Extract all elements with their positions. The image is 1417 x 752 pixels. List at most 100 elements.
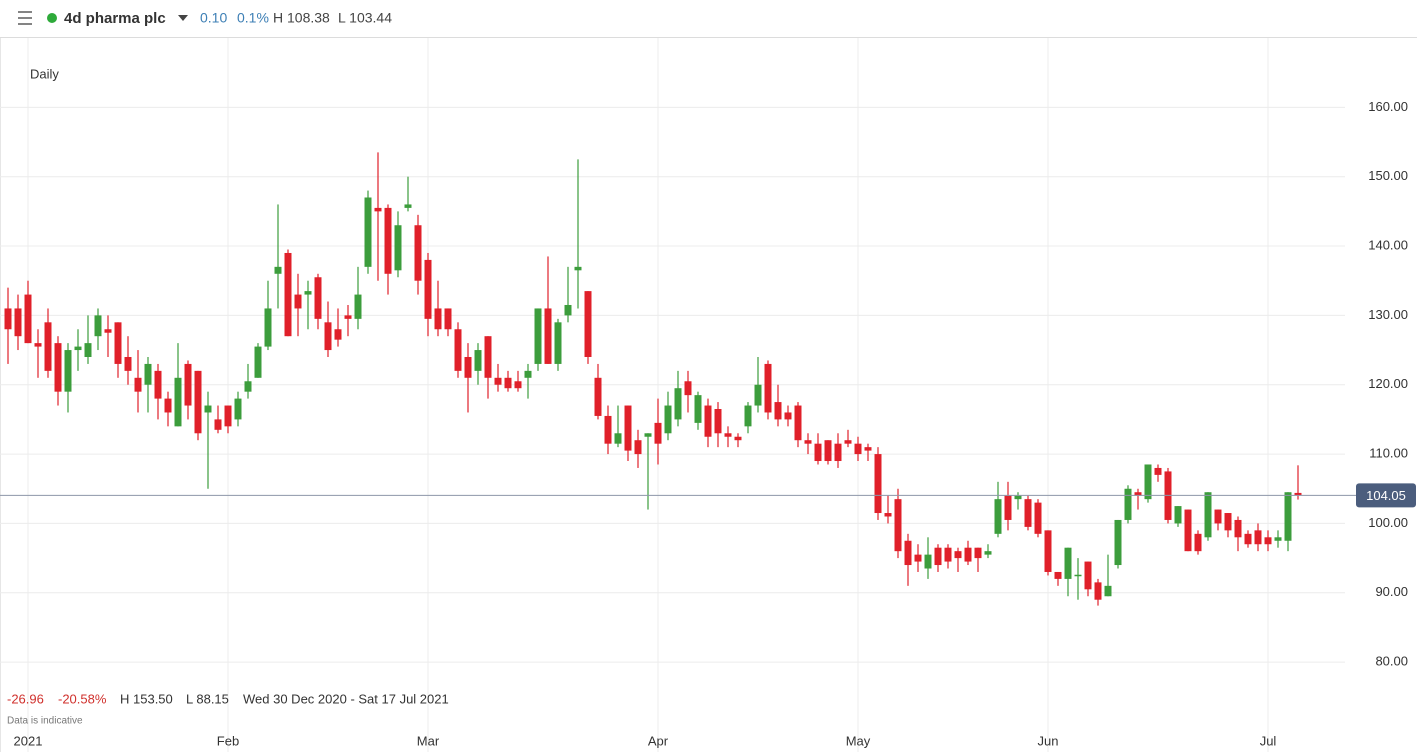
candle-body — [954, 551, 962, 559]
candle-body — [834, 443, 842, 462]
candle-body — [574, 266, 582, 271]
candle-body — [1224, 513, 1232, 531]
candle-body — [1254, 530, 1262, 545]
period-high: H 153.50 — [120, 691, 173, 706]
candle-body — [874, 454, 882, 514]
menu-icon[interactable] — [18, 11, 32, 25]
candle-body — [1244, 533, 1252, 545]
candle-body — [714, 409, 722, 434]
candle-body — [184, 363, 192, 406]
candle-body — [1074, 574, 1082, 577]
candle-body — [1294, 492, 1302, 496]
candle-body — [394, 225, 402, 271]
candle-body — [264, 308, 272, 347]
candle-body — [494, 377, 502, 385]
candle-body — [174, 377, 182, 427]
y-tick-label: 80.00 — [1375, 654, 1408, 669]
candle-body — [384, 207, 392, 274]
candle-body — [964, 547, 972, 562]
candle-body — [364, 197, 372, 267]
candle-body — [1004, 495, 1012, 520]
candle-body — [224, 405, 232, 427]
day-high: H 108.38 — [273, 10, 330, 26]
candle-body — [1264, 537, 1272, 545]
candle-body — [914, 554, 922, 562]
candle-body — [1014, 495, 1022, 500]
candle-body — [274, 266, 282, 274]
candle-body — [594, 377, 602, 416]
candle-body — [1144, 464, 1152, 500]
candle-body — [814, 443, 822, 462]
candle-body — [614, 433, 622, 444]
candle-body — [754, 384, 762, 406]
period-change: -26.96 — [7, 691, 44, 706]
period-low: L 88.15 — [186, 691, 229, 706]
candle-body — [684, 381, 692, 396]
candle-body — [674, 388, 682, 420]
candle-body — [254, 346, 262, 378]
candle-body — [374, 207, 382, 212]
candle-body — [1154, 467, 1162, 475]
y-tick-label: 120.00 — [1368, 376, 1408, 391]
y-tick-label: 140.00 — [1368, 237, 1408, 252]
candle-body — [304, 291, 312, 295]
candle-body — [514, 381, 522, 389]
candle-body — [544, 308, 552, 364]
period-range: Wed 30 Dec 2020 - Sat 17 Jul 2021 — [243, 691, 449, 706]
candle-body — [1174, 506, 1182, 524]
y-tick-label: 160.00 — [1368, 99, 1408, 114]
y-tick-label: 90.00 — [1375, 584, 1408, 599]
candle-body — [634, 440, 642, 455]
candle-body — [474, 350, 482, 371]
candle-body — [764, 363, 772, 413]
candle-body — [1284, 492, 1292, 541]
candle-body — [214, 419, 222, 430]
candle-body — [774, 402, 782, 420]
candle-body — [1124, 488, 1132, 520]
candle-body — [1214, 509, 1222, 524]
candle-body — [944, 547, 952, 562]
dropdown-arrow[interactable] — [178, 15, 188, 21]
candle-body — [134, 377, 142, 392]
candle-body — [1134, 492, 1142, 496]
candle-body — [934, 547, 942, 566]
candle-body — [64, 350, 72, 392]
candle-body — [334, 329, 342, 340]
candle-body — [564, 304, 572, 316]
y-tick-label: 110.00 — [1369, 446, 1408, 461]
candle-body — [484, 336, 492, 378]
candle-body — [114, 322, 122, 364]
candle-body — [44, 322, 52, 371]
candle-body — [204, 405, 212, 413]
candle-body — [534, 308, 542, 364]
candle-body — [974, 547, 982, 559]
x-tick-label: 2021 — [14, 733, 43, 748]
candle-body — [444, 308, 452, 330]
x-tick-label: Mar — [417, 733, 440, 748]
candle-body — [424, 259, 432, 319]
candle-body — [1194, 533, 1202, 552]
candle-body — [1274, 537, 1282, 541]
candle-body — [854, 443, 862, 455]
candle-body — [344, 315, 352, 319]
x-tick-label: Jul — [1260, 733, 1277, 748]
candle-body — [454, 329, 462, 371]
y-tick-label: 130.00 — [1368, 307, 1408, 322]
candle-body — [1054, 571, 1062, 579]
candle-body — [34, 343, 42, 347]
candle-body — [1104, 585, 1112, 597]
candle-body — [464, 356, 472, 378]
x-tick-label: Apr — [648, 733, 669, 748]
candle-body — [584, 291, 592, 357]
change: 0.10 — [200, 10, 227, 26]
candle-body — [24, 294, 32, 344]
plot: 80.00 90.00 100.00 110.00 120.00 130.00 140.00… — [0, 38, 1416, 752]
interval-label[interactable]: Daily — [30, 66, 59, 81]
candle-body — [144, 363, 152, 385]
candle-body — [414, 225, 422, 281]
instrument-title[interactable]: 4d pharma plc — [64, 10, 166, 27]
candle-body — [504, 377, 512, 389]
candle-body — [1024, 499, 1032, 527]
change-pct: 0.1% — [237, 10, 269, 26]
candle-body — [794, 405, 802, 441]
